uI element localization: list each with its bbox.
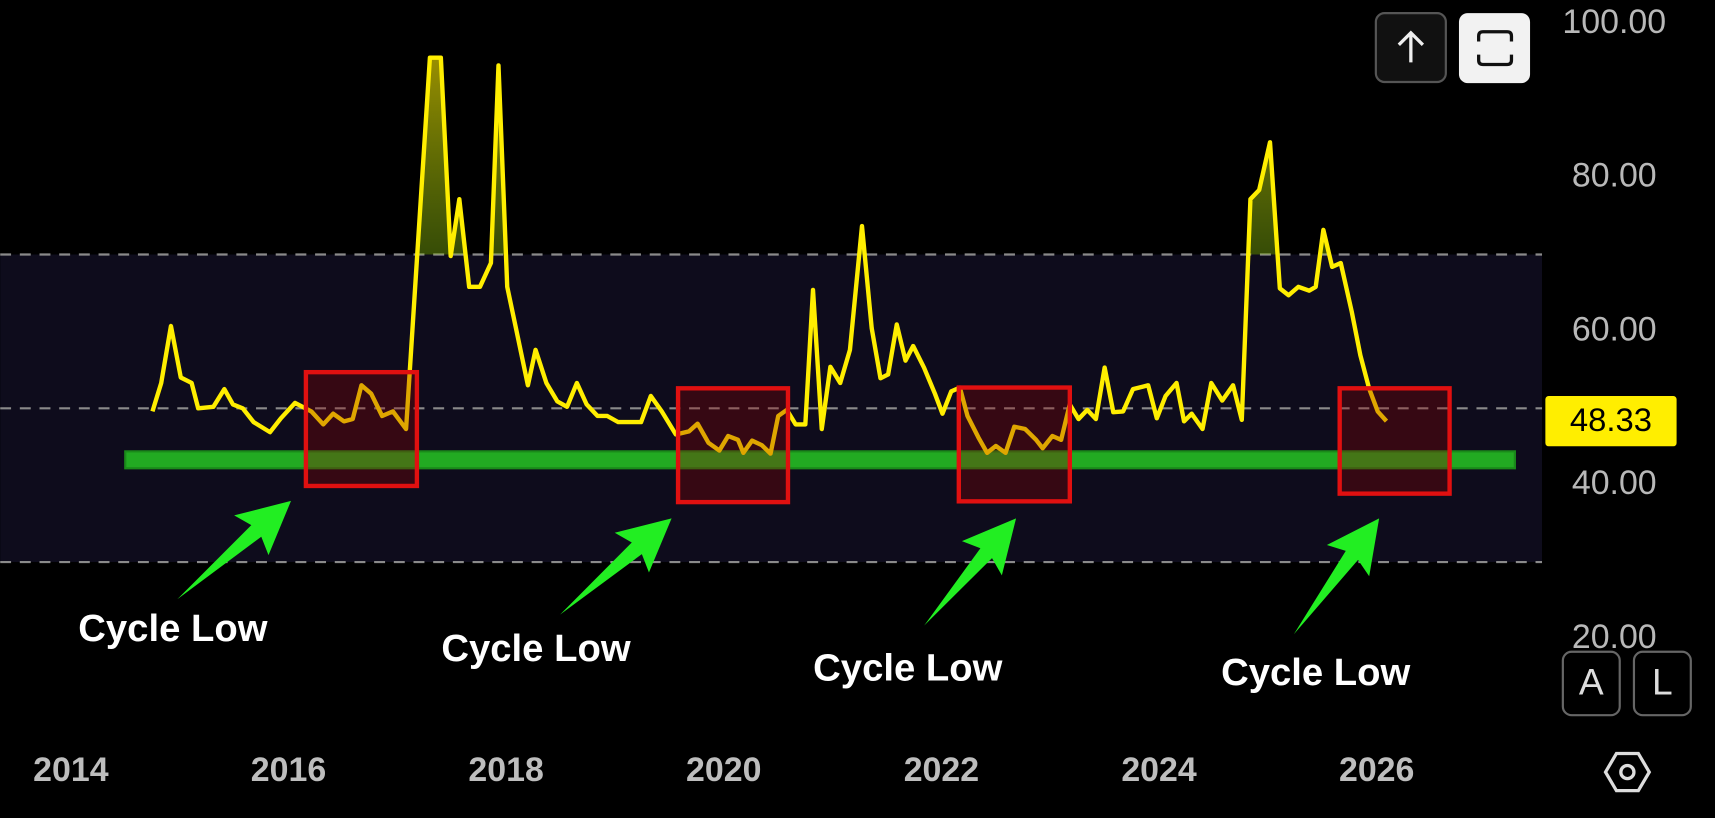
log-scale-button[interactable] (1632, 650, 1692, 717)
fullscreen-icon (1477, 30, 1514, 67)
y-tick-label: 80.00 (1572, 157, 1657, 195)
auto-scale-button[interactable] (1561, 650, 1621, 717)
arrow (560, 518, 672, 615)
last-value-tag (1545, 395, 1677, 447)
annotation-label: Cycle Low (441, 627, 630, 670)
fullscreen-button[interactable] (1458, 13, 1531, 84)
support-bar (124, 450, 1516, 470)
highlight-box (956, 385, 1072, 504)
x-tick-label: 2014 (33, 751, 109, 789)
arrow (177, 500, 292, 600)
arrow (924, 518, 1017, 626)
line-series (150, 55, 1389, 456)
highlight-box (303, 369, 420, 489)
settings-icon (1619, 763, 1636, 781)
x-tick-label: 2016 (251, 751, 326, 789)
y-tick-label: 100.00 (1562, 3, 1666, 41)
highlight-box (1337, 386, 1452, 496)
overbought-fill (152, 57, 1387, 255)
toolbar: A L (1374, 12, 1692, 793)
x-tick-label: 2026 (1339, 751, 1414, 789)
annotation-label: Cycle Low (1221, 651, 1410, 694)
last-value-label: 48.33 (1570, 401, 1652, 438)
x-tick-label: 2024 (1121, 751, 1197, 789)
up-arrow-icon (1397, 30, 1425, 63)
overlay: Cycle Low Cycle Low Cycle Low Cycle Low (78, 369, 1452, 694)
auto-scale-label: A (1579, 660, 1604, 702)
annotation-label: Cycle Low (78, 607, 267, 650)
y-tick-label: 20.00 (1572, 618, 1657, 656)
x-tick-label: 2022 (904, 751, 979, 789)
y-tick-label: 60.00 (1572, 310, 1657, 348)
arrow (1293, 518, 1380, 635)
log-scale-label: L (1652, 660, 1673, 702)
x-tick-label: 2018 (468, 751, 543, 789)
annotation-label: Cycle Low (813, 646, 1002, 689)
settings-button[interactable] (1603, 751, 1652, 793)
x-tick-label: 2020 (686, 751, 761, 789)
highlight-box (675, 386, 791, 505)
y-tick-label: 40.00 (1572, 464, 1657, 502)
